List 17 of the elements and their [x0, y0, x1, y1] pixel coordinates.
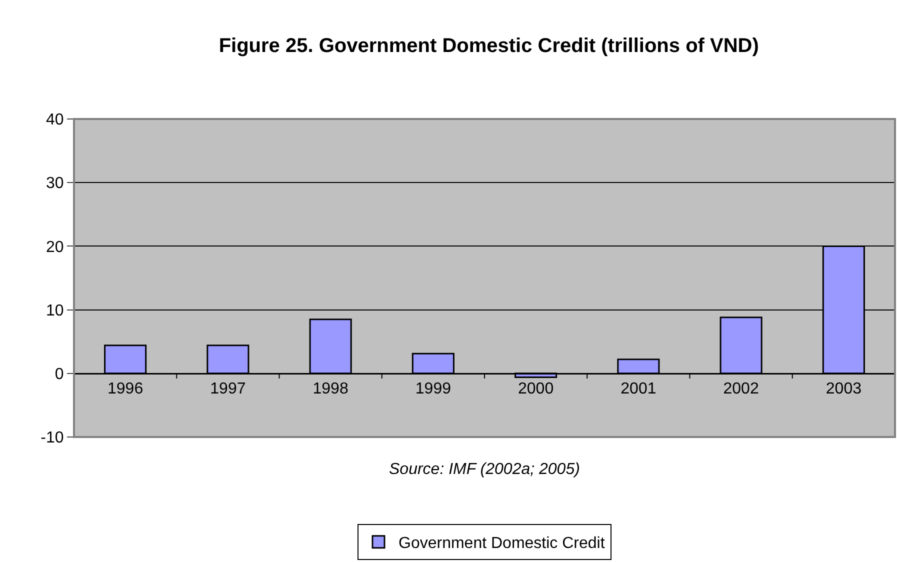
chart-title: Figure 25. Government Domestic Credit (trillions of VND)	[218, 35, 759, 57]
x-tick-label: 1999	[415, 380, 452, 398]
x-tick-label: 2001	[620, 380, 656, 398]
x-tick-label: 2000	[518, 380, 554, 398]
y-tick-label: 10	[46, 302, 64, 320]
y-tick-label: 40	[46, 112, 64, 129]
y-tick-label: 20	[46, 238, 64, 256]
y-tick-label: -10	[40, 430, 64, 447]
x-tick-label: 2002	[723, 380, 759, 398]
x-tick-label: 1997	[210, 380, 246, 398]
x-tick-label: 1996	[108, 380, 144, 398]
x-tick-label: 1998	[312, 380, 348, 398]
x-tick-label: 2003	[826, 380, 862, 398]
source-note: Source: IMF (2002a; 2005)	[389, 461, 580, 478]
y-tick-label: 30	[46, 175, 64, 192]
y-tick-label: 0	[54, 366, 64, 383]
legend-label: Government Domestic Credit	[398, 535, 606, 552]
